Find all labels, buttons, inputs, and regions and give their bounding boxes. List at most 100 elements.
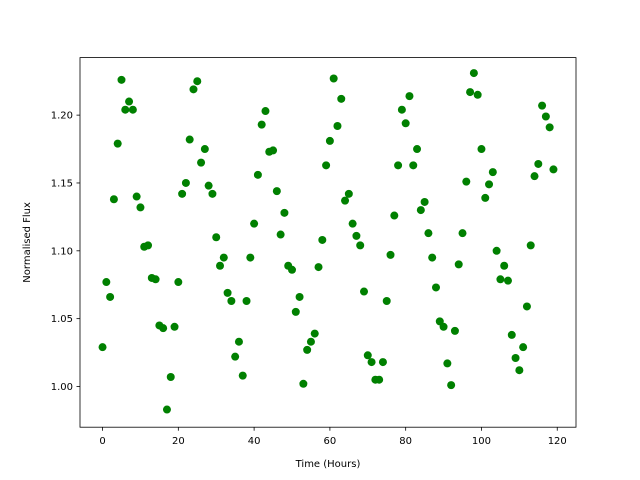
data-point (386, 250, 395, 259)
data-point (526, 241, 535, 250)
data-point (428, 253, 437, 262)
data-point (485, 180, 494, 189)
data-point (378, 358, 387, 367)
data-point (310, 329, 319, 338)
data-point (481, 193, 490, 202)
data-point (469, 69, 478, 78)
data-point (356, 241, 365, 250)
data-point (253, 170, 262, 179)
data-point (178, 189, 187, 198)
y-tick-label: 1.05 (51, 314, 73, 325)
x-tick-label: 40 (248, 436, 261, 447)
data-point (238, 371, 247, 380)
data-point (318, 235, 327, 244)
data-point (534, 159, 543, 168)
data-point (98, 343, 107, 352)
data-point (185, 135, 194, 144)
data-point (333, 121, 342, 130)
data-point (216, 261, 225, 270)
data-point (280, 208, 289, 217)
data-point (337, 94, 346, 103)
data-point (314, 263, 323, 272)
data-point (250, 219, 259, 228)
data-point (117, 75, 126, 84)
data-point (113, 139, 122, 148)
data-point (109, 195, 118, 204)
data-point (394, 161, 403, 170)
data-point (125, 97, 134, 106)
data-point (450, 326, 459, 335)
data-point (144, 241, 153, 250)
data-point (462, 177, 471, 186)
data-point (166, 372, 175, 381)
data-point (223, 288, 232, 297)
data-point (352, 231, 361, 240)
data-point (348, 219, 357, 228)
data-point (106, 292, 115, 301)
y-tick-label: 1.15 (51, 178, 73, 189)
data-point (159, 324, 168, 333)
data-point (515, 366, 524, 375)
data-point (397, 105, 406, 114)
data-point (503, 276, 512, 285)
data-point (151, 275, 160, 284)
data-point (375, 375, 384, 384)
data-point (382, 297, 391, 306)
data-point (367, 358, 376, 367)
data-point (454, 260, 463, 269)
data-point (488, 168, 497, 177)
y-axis-label: Normalised Flux (22, 202, 33, 283)
data-point (401, 119, 410, 128)
data-point (128, 105, 137, 114)
y-tick-label: 1.10 (51, 246, 73, 257)
axes-frame (79, 57, 577, 428)
data-point (363, 351, 372, 360)
data-point (257, 120, 266, 129)
data-point (519, 343, 528, 352)
data-point (420, 197, 429, 206)
data-point (500, 261, 509, 270)
x-axis-label: Time (Hours) (295, 459, 361, 470)
data-point (545, 123, 554, 132)
data-point (204, 181, 213, 190)
x-tick-label: 120 (548, 436, 567, 447)
data-point (431, 283, 440, 292)
data-point (405, 92, 414, 101)
data-point (295, 292, 304, 301)
y-tick-label: 1.20 (51, 111, 73, 122)
data-point (511, 354, 520, 363)
data-point (193, 77, 202, 86)
data-point (409, 161, 418, 170)
data-point (291, 307, 300, 316)
x-tick-label: 60 (324, 436, 337, 447)
x-tick-label: 0 (99, 436, 105, 447)
data-point (162, 405, 171, 414)
data-point (458, 229, 467, 238)
data-point (272, 187, 281, 196)
data-point (208, 189, 217, 198)
data-point (443, 359, 452, 368)
data-point (181, 178, 190, 187)
data-point (261, 107, 270, 116)
data-point (492, 246, 501, 255)
data-point (329, 74, 338, 83)
data-point (121, 105, 130, 114)
data-point (549, 165, 558, 174)
data-point (325, 136, 334, 145)
data-point (306, 337, 315, 346)
x-tick-label: 20 (172, 436, 185, 447)
data-point (136, 203, 145, 212)
data-point (197, 158, 206, 167)
data-point (189, 85, 198, 94)
x-tick-label: 100 (472, 436, 491, 447)
data-point (102, 278, 111, 287)
data-point (541, 112, 550, 121)
data-point (439, 322, 448, 331)
data-point (212, 233, 221, 242)
data-point (424, 229, 433, 238)
data-point (219, 253, 228, 262)
data-point (231, 352, 240, 361)
data-point (227, 297, 236, 306)
data-point (466, 88, 475, 97)
x-tick-label: 80 (399, 436, 412, 447)
